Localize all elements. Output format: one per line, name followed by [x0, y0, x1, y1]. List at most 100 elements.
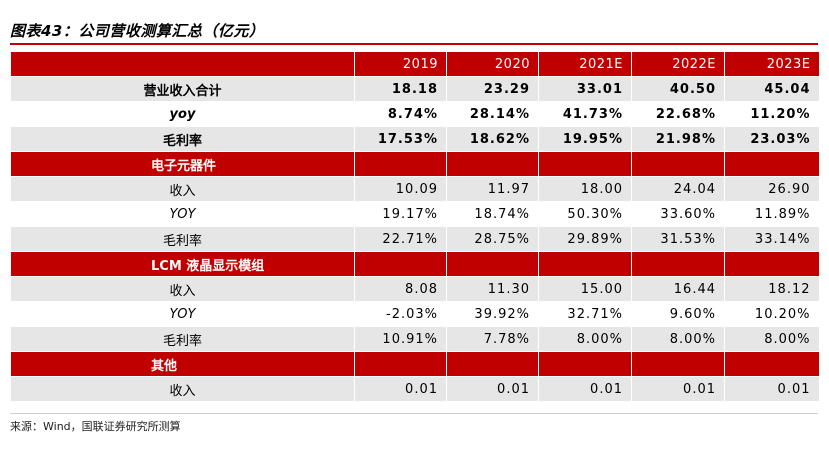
table-cell: 11.89% — [724, 201, 819, 227]
table-cell: 0.01 — [538, 376, 632, 402]
row-label: LCM 液晶显示模组 — [10, 251, 355, 277]
table-cell — [538, 151, 632, 177]
table-cell: 33.14% — [724, 226, 819, 252]
table-cell: 8.08 — [354, 276, 447, 302]
table-cell: 22.71% — [354, 226, 447, 252]
figure-title: 图表43：公司营收测算汇总（亿元） — [10, 22, 265, 40]
table-cell: 19.95% — [538, 126, 632, 152]
table-cell: 11.97 — [446, 176, 539, 202]
table-cell: 32.71% — [538, 301, 632, 327]
row-label: 营业收入合计 — [10, 76, 355, 102]
row-label: 收入 — [10, 276, 355, 302]
row-label: 收入 — [10, 376, 355, 402]
table-cell: 16.44 — [631, 276, 725, 302]
table-cell: 18.18 — [354, 76, 447, 102]
section-header-row: 其他 — [10, 351, 819, 377]
table-cell: 29.89% — [538, 226, 632, 252]
table-cell: 41.73% — [538, 101, 632, 127]
table-cell — [724, 251, 819, 277]
row-label: 其他 — [10, 351, 355, 377]
table-cell: 28.14% — [446, 101, 539, 127]
header-cell: 2023E — [724, 52, 819, 77]
header-cell: 2019 — [354, 52, 447, 77]
table-cell: 39.92% — [446, 301, 539, 327]
source-note: 来源：Wind，国联证券研究所测算 — [10, 420, 181, 433]
table-row: 毛利率 10.91% 7.78% 8.00% 8.00% 8.00% — [10, 326, 819, 352]
table-cell: 10.20% — [724, 301, 819, 327]
table-row: 收入 0.01 0.01 0.01 0.01 0.01 — [10, 376, 819, 402]
table-cell — [631, 251, 725, 277]
table-cell: 10.09 — [354, 176, 447, 202]
row-label: 毛利率 — [10, 126, 355, 152]
table-cell — [354, 151, 447, 177]
row-label: 毛利率 — [10, 326, 355, 352]
table-cell: 18.12 — [724, 276, 819, 302]
source-divider — [10, 413, 818, 414]
table-cell — [446, 351, 539, 377]
table-cell — [446, 151, 539, 177]
table-cell: 23.03% — [724, 126, 819, 152]
row-label: YOY — [10, 201, 355, 227]
table-row: YOY 19.17% 18.74% 50.30% 33.60% 11.89% — [10, 201, 819, 227]
header-cell: 2020 — [446, 52, 539, 77]
table-cell: -2.03% — [354, 301, 447, 327]
table-row: yoy 8.74% 28.14% 41.73% 22.68% 11.20% — [10, 101, 819, 127]
table-header-row: 2019 2020 2021E 2022E 2023E — [10, 52, 819, 77]
table-cell — [724, 151, 819, 177]
title-divider — [10, 43, 818, 45]
table-cell: 11.30 — [446, 276, 539, 302]
table-cell: 8.00% — [538, 326, 632, 352]
table-cell — [538, 351, 632, 377]
row-label: yoy — [10, 101, 355, 127]
table-cell: 22.68% — [631, 101, 725, 127]
table-cell: 11.20% — [724, 101, 819, 127]
table-cell: 7.78% — [446, 326, 539, 352]
table-cell: 9.60% — [631, 301, 725, 327]
table-cell: 0.01 — [631, 376, 725, 402]
table-cell — [354, 251, 447, 277]
table-cell: 50.30% — [538, 201, 632, 227]
table-cell: 24.04 — [631, 176, 725, 202]
table-cell: 26.90 — [724, 176, 819, 202]
table-cell: 18.62% — [446, 126, 539, 152]
table-cell: 31.53% — [631, 226, 725, 252]
table-cell: 33.60% — [631, 201, 725, 227]
table-row: 收入 8.08 11.30 15.00 16.44 18.12 — [10, 276, 819, 302]
table-row: 收入 10.09 11.97 18.00 24.04 26.90 — [10, 176, 819, 202]
row-label: YOY — [10, 301, 355, 327]
section-header-row: 电子元器件 — [10, 151, 819, 177]
table-cell: 0.01 — [446, 376, 539, 402]
section-header-row: LCM 液晶显示模组 — [10, 251, 819, 277]
financial-table: 2019 2020 2021E 2022E 2023E 营业收入合计 18.18 2… — [10, 52, 819, 402]
table-cell: 45.04 — [724, 76, 819, 102]
table-cell: 17.53% — [354, 126, 447, 152]
table-cell: 18.74% — [446, 201, 539, 227]
table-row: YOY -2.03% 39.92% 32.71% 9.60% 10.20% — [10, 301, 819, 327]
table-cell: 28.75% — [446, 226, 539, 252]
table-cell: 8.00% — [724, 326, 819, 352]
table-row: 营业收入合计 18.18 23.29 33.01 40.50 45.04 — [10, 76, 819, 102]
table-cell: 15.00 — [538, 276, 632, 302]
table-cell: 40.50 — [631, 76, 725, 102]
table-cell — [724, 351, 819, 377]
table-cell: 19.17% — [354, 201, 447, 227]
table-cell — [631, 151, 725, 177]
row-label: 收入 — [10, 176, 355, 202]
header-cell: 2021E — [538, 52, 632, 77]
table-cell: 8.00% — [631, 326, 725, 352]
table-cell: 0.01 — [354, 376, 447, 402]
table-cell: 10.91% — [354, 326, 447, 352]
table-cell: 21.98% — [631, 126, 725, 152]
row-label: 电子元器件 — [10, 151, 355, 177]
table-cell — [446, 251, 539, 277]
table-cell: 8.74% — [354, 101, 447, 127]
table-cell: 33.01 — [538, 76, 632, 102]
header-cell: 2022E — [631, 52, 725, 77]
table-cell: 0.01 — [724, 376, 819, 402]
row-label: 毛利率 — [10, 226, 355, 252]
table-cell — [354, 351, 447, 377]
table-cell — [538, 251, 632, 277]
table-row: 毛利率 22.71% 28.75% 29.89% 31.53% 33.14% — [10, 226, 819, 252]
table-cell: 23.29 — [446, 76, 539, 102]
table-row: 毛利率 17.53% 18.62% 19.95% 21.98% 23.03% — [10, 126, 819, 152]
